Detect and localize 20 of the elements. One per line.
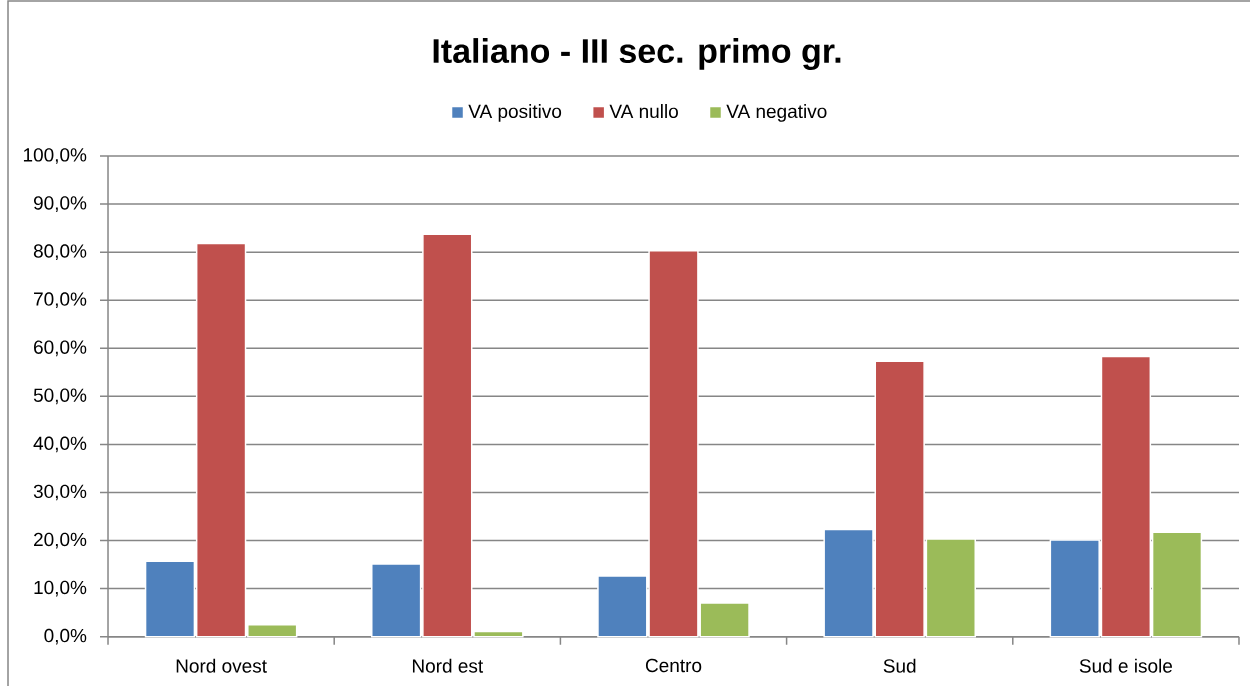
y-tick-label: 100,0% xyxy=(23,148,87,164)
y-tick-label: 60,0% xyxy=(34,340,87,357)
y-tick-label: 10,0% xyxy=(34,580,87,597)
y-tick-label: 70,0% xyxy=(34,292,87,309)
y-tick-label: 80,0% xyxy=(33,244,87,260)
legend-label: VA nullo xyxy=(609,104,678,119)
y-tick-label: 50,0% xyxy=(33,388,87,405)
x-tick-label: Centro xyxy=(645,658,702,673)
x-tick-label: Nord est xyxy=(412,658,484,673)
y-tick-label: 90,0% xyxy=(33,196,87,212)
x-tick-label: Nord ovest xyxy=(176,658,267,673)
x-tick-label: Sud xyxy=(883,658,916,673)
y-tick-label: 30,0% xyxy=(33,484,87,501)
y-tick-label: 0,0% xyxy=(44,628,87,645)
chart-title: Italiano - III sec. primo gr. xyxy=(433,38,841,70)
y-tick-label: 20,0% xyxy=(34,532,87,549)
legend-label: VA positivo xyxy=(468,104,562,122)
legend-label: VA negativo xyxy=(726,104,827,122)
y-tick-label: 40,0% xyxy=(33,436,87,453)
x-tick-label: Sud e isole xyxy=(1079,658,1173,673)
